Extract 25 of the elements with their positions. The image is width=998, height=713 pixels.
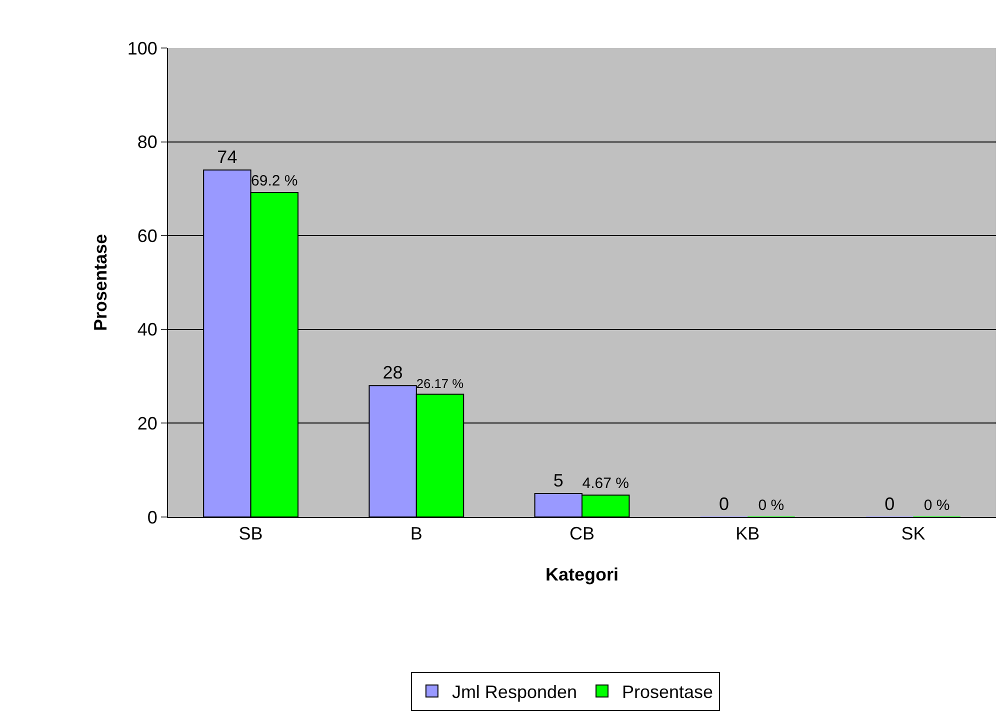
y-tick-label: 80 (137, 132, 158, 152)
data-label: 74 (217, 146, 238, 167)
data-label: 0 % (758, 497, 784, 514)
y-tick-label: 0 (147, 507, 158, 528)
data-label: 0 (718, 494, 730, 514)
x-axis-title: Kategori (545, 564, 619, 585)
x-tick-label: CB (569, 524, 595, 544)
y-axis-title: Prosentase (90, 234, 111, 332)
y-tick-label: 20 (137, 414, 158, 434)
y-tick-label: 40 (137, 320, 158, 340)
legend-label: Jml Responden (452, 682, 578, 702)
data-label: 69.2 % (251, 172, 298, 190)
x-tick-label: SK (901, 524, 926, 544)
data-label: 4.67 % (582, 475, 629, 492)
y-tick-label: 60 (137, 226, 158, 246)
data-label: 26.17 % (416, 376, 464, 391)
data-label: 0 (884, 494, 895, 514)
legend-label: Prosentase (622, 682, 714, 702)
x-tick-label: KB (736, 524, 760, 544)
x-tick-label: SB (238, 524, 263, 544)
x-tick-label: B (410, 524, 422, 544)
data-label: 28 (382, 362, 403, 383)
data-label: 5 (553, 470, 564, 491)
data-label: 0 % (924, 497, 950, 514)
y-tick-label: 100 (127, 38, 158, 58)
